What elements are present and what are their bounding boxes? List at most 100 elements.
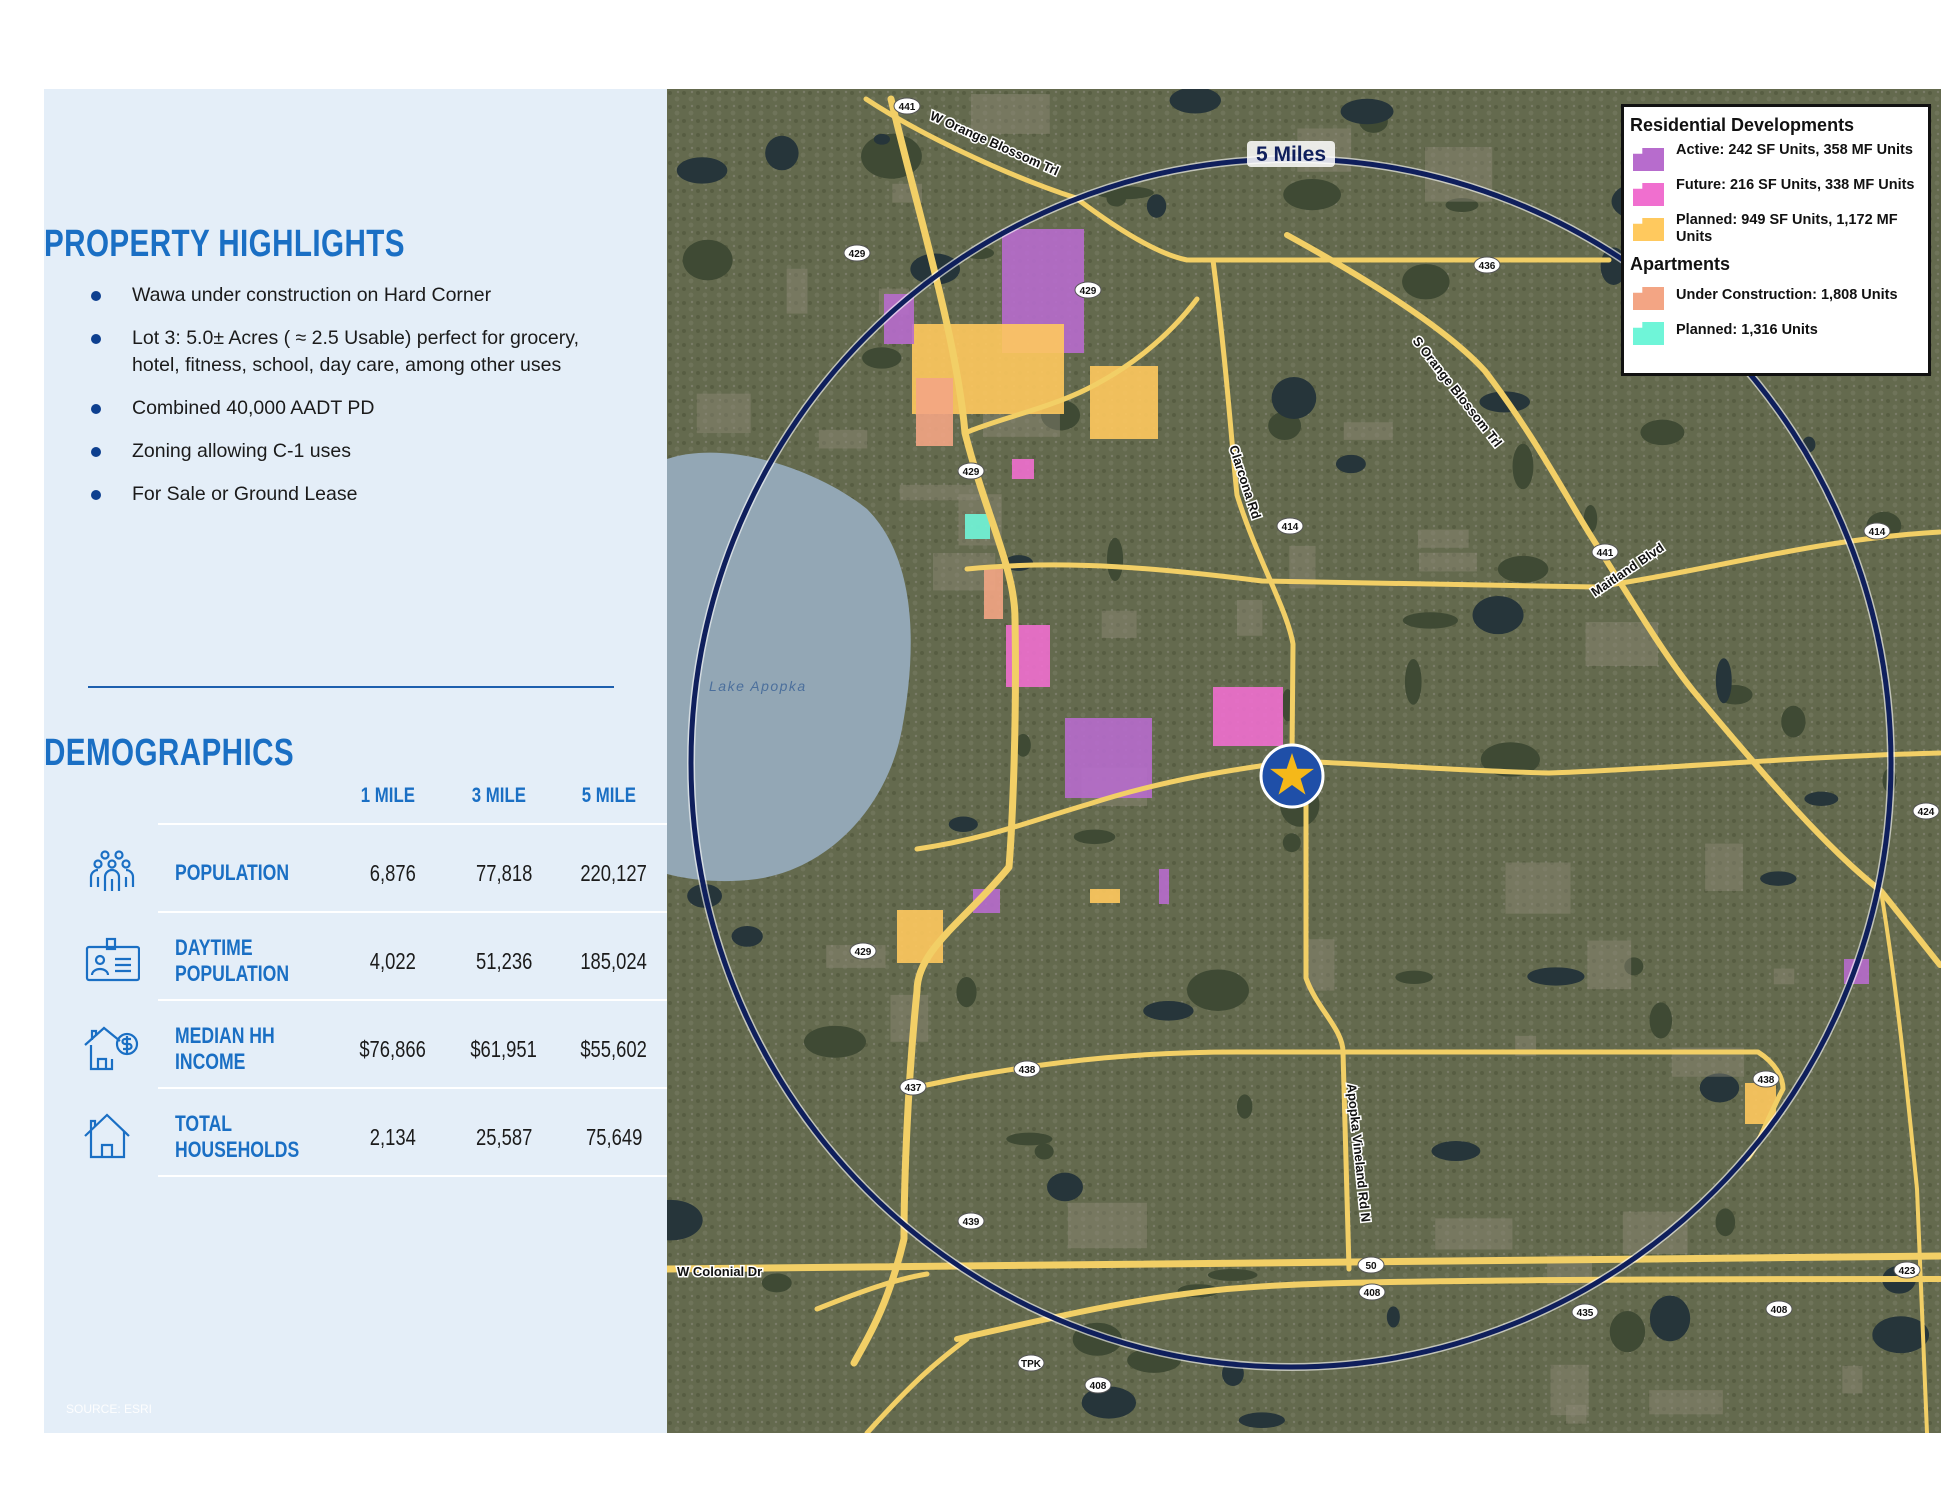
radius-label: 5 Miles xyxy=(1256,143,1326,166)
legend-swatch xyxy=(1633,287,1664,310)
lake-shape xyxy=(1395,970,1433,984)
lake-shape xyxy=(1760,871,1797,886)
lake-shape xyxy=(1335,454,1366,474)
lake-shape xyxy=(1106,191,1126,207)
value-5-mile: 185,024 xyxy=(580,947,648,974)
svg-text:TPK: TPK xyxy=(1021,1359,1042,1370)
table-divider xyxy=(158,1175,667,1177)
lake-shape xyxy=(1402,612,1458,629)
table-divider xyxy=(158,823,667,825)
svg-text:50: 50 xyxy=(1365,1261,1377,1272)
row-label: MEDIAN HH xyxy=(175,1023,275,1048)
roads xyxy=(667,95,1941,1433)
svg-text:414: 414 xyxy=(1869,527,1886,538)
row-label: POPULATION xyxy=(175,961,290,986)
lake-shape xyxy=(1034,1143,1054,1160)
lake-shape xyxy=(1340,98,1394,125)
route-shield: TPK xyxy=(1017,1354,1045,1372)
svg-text:423: 423 xyxy=(1899,1266,1916,1277)
route-shield: 438 xyxy=(1013,1060,1041,1078)
svg-text:438: 438 xyxy=(1758,1075,1775,1086)
parcel-planned xyxy=(1090,366,1158,439)
list-item: Lot 3: 5.0± Acres ( ≈ 2.5 Usable) perfec… xyxy=(44,325,604,379)
value-1-mile: $76,866 xyxy=(359,1035,427,1062)
svg-text:408: 408 xyxy=(1364,1288,1381,1299)
lake-shape xyxy=(1186,969,1249,1011)
urban-area xyxy=(696,393,751,434)
urban-area xyxy=(1649,1390,1723,1415)
urban-area xyxy=(1343,422,1393,440)
lake-shape xyxy=(1169,89,1221,114)
people-group-icon xyxy=(89,850,135,891)
legend-item-under-construction: Under Construction: 1,808 Units xyxy=(1630,281,1922,310)
demographics-title: DEMOGRAPHICS xyxy=(44,732,295,774)
value-1-mile: 6,876 xyxy=(369,859,417,886)
value-1-mile: 2,134 xyxy=(369,1123,417,1150)
lake-shape xyxy=(1527,967,1585,986)
lake-shape xyxy=(765,135,799,171)
value-3-mile: $61,951 xyxy=(470,1035,538,1062)
urban-area xyxy=(899,484,980,501)
highlights-title: PROPERTY HIGHLIGHTS xyxy=(44,223,405,265)
lake-shape xyxy=(873,133,891,145)
parcel-under-construction xyxy=(916,378,953,446)
parcel-future xyxy=(1012,459,1034,479)
lake-shape xyxy=(1283,178,1341,211)
value-5-mile: $55,602 xyxy=(580,1035,648,1062)
urban-area xyxy=(1773,968,1795,985)
lake-shape xyxy=(803,1025,867,1058)
urban-area xyxy=(1236,599,1263,636)
route-shield: 429 xyxy=(1074,281,1102,299)
legend-swatch xyxy=(1633,218,1664,241)
value-1-mile: 4,022 xyxy=(369,947,417,974)
aerial-map[interactable]: Lake Apopka 5 Miles W Orange Blossom Trl… xyxy=(667,89,1941,1433)
parcel-planned xyxy=(1090,889,1120,903)
lake-shape xyxy=(731,925,763,947)
legend-title-residential: Residential Developments xyxy=(1630,115,1855,135)
value-5-mile: 220,127 xyxy=(580,859,648,886)
urban-area xyxy=(1705,843,1743,891)
lake-shape xyxy=(1609,1311,1646,1353)
road-label: W Colonial Dr xyxy=(677,1264,762,1279)
lake-shape xyxy=(1445,198,1479,213)
legend-item-active: Active: 242 SF Units, 358 MF Units xyxy=(1630,142,1922,171)
parcel-active xyxy=(1159,869,1169,904)
route-shield: 429 xyxy=(957,462,985,480)
lake-shape xyxy=(1431,1141,1481,1161)
parcel-active xyxy=(1065,718,1152,798)
route-shield: 408 xyxy=(1358,1283,1386,1301)
svg-text:435: 435 xyxy=(1577,1308,1594,1319)
table-row-median-hh-income: MEDIAN HH INCOME $76,866 $61,951 $55,602 xyxy=(44,1005,667,1093)
lake-shape xyxy=(1238,1412,1285,1428)
urban-area xyxy=(1101,610,1137,639)
row-label: DAYTIME xyxy=(175,935,253,960)
lake-shape xyxy=(862,347,902,369)
route-shield: 414 xyxy=(1863,522,1891,540)
parcel-under-construction xyxy=(984,569,1003,619)
svg-text:424: 424 xyxy=(1918,807,1935,818)
list-item: Wawa under construction on Hard Corner xyxy=(44,282,604,309)
urban-area xyxy=(786,268,808,314)
row-label: TOTAL xyxy=(175,1111,233,1136)
lake-shape xyxy=(1872,1316,1930,1354)
section-divider xyxy=(88,686,614,688)
urban-area xyxy=(1419,552,1477,572)
table-divider xyxy=(158,911,667,913)
route-shield: 423 xyxy=(1893,1261,1921,1279)
urban-area xyxy=(1435,1218,1513,1250)
svg-text:441: 441 xyxy=(899,102,916,113)
svg-text:437: 437 xyxy=(905,1083,922,1094)
column-header-3-mile: 3 MILE xyxy=(471,784,527,807)
lake-shape xyxy=(1282,833,1301,853)
column-header-1-mile: 1 MILE xyxy=(360,784,416,807)
value-3-mile: 51,236 xyxy=(475,947,533,974)
development-parcels xyxy=(884,229,1869,1124)
row-label: INCOME xyxy=(175,1049,246,1074)
route-shield: 438 xyxy=(1752,1070,1780,1088)
lake-shape xyxy=(1207,1269,1258,1281)
svg-text:429: 429 xyxy=(855,947,872,958)
subject-property-marker xyxy=(1259,743,1325,809)
lake-shape xyxy=(1804,791,1839,806)
urban-area xyxy=(1587,940,1632,990)
lake-shape xyxy=(1640,419,1685,446)
